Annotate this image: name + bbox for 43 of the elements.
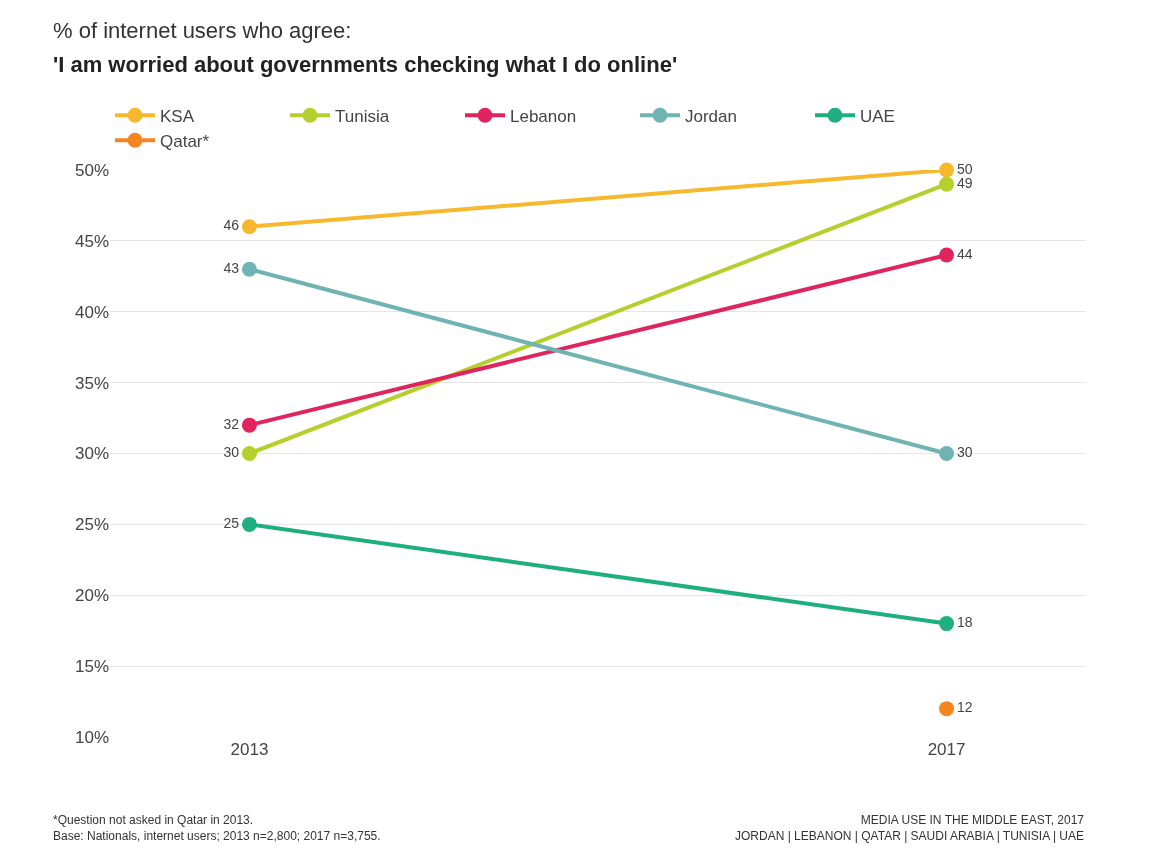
data-label: 25 bbox=[223, 514, 240, 531]
point bbox=[939, 176, 955, 192]
legend-label: Tunisia bbox=[335, 106, 390, 126]
y-tick-label: 50% bbox=[74, 160, 109, 180]
y-tick-label: 45% bbox=[74, 231, 109, 251]
y-tick-label: 25% bbox=[74, 515, 109, 535]
y-tick-label: 15% bbox=[74, 657, 109, 677]
point bbox=[939, 446, 955, 461]
y-tick-label: 40% bbox=[74, 302, 109, 322]
text: *Question not asked in Qatar in 2013. Base: Nationals, internet users; 2013 n=2,800; 2017 n=3,755. bbox=[53, 813, 381, 843]
text: MEDIA USE IN THE MIDDLE EAST, 2017 JORDAN | LEBANON | QATAR | SAUDI ARABIA | TUNISIA | UAE bbox=[735, 813, 1085, 843]
y-tick-label: 30% bbox=[74, 444, 109, 464]
chart-subtitle: 'I am worried about governments checking what I do online' bbox=[53, 52, 678, 77]
y-tick-label: 10% bbox=[74, 727, 109, 747]
x-tick-label: 2017 bbox=[927, 740, 966, 759]
legend-label: Jordan bbox=[685, 106, 737, 126]
point bbox=[939, 162, 955, 178]
point bbox=[939, 247, 955, 263]
data-label: 12 bbox=[956, 699, 973, 716]
data-label: 46 bbox=[223, 217, 240, 234]
chart-title: % of internet users who agree: bbox=[53, 18, 352, 43]
y-tick-label: 35% bbox=[74, 373, 109, 393]
point bbox=[241, 261, 257, 277]
data-label: 49 bbox=[956, 174, 973, 191]
legend-label: KSA bbox=[160, 106, 195, 126]
point bbox=[939, 701, 955, 717]
point bbox=[939, 616, 955, 632]
data-label: 32 bbox=[223, 415, 240, 432]
point bbox=[241, 417, 257, 433]
legend-label: Lebanon bbox=[510, 106, 577, 126]
data-label: 18 bbox=[956, 614, 973, 631]
point bbox=[241, 516, 257, 532]
data-label: 30 bbox=[223, 444, 240, 460]
x-tick-label: 2013 bbox=[230, 740, 269, 759]
y-tick-label: 20% bbox=[74, 586, 109, 606]
point bbox=[241, 219, 257, 235]
data-label: 30 bbox=[956, 444, 973, 460]
point bbox=[241, 446, 257, 461]
data-label: 50 bbox=[956, 160, 973, 177]
legend-label: Qatar* bbox=[160, 131, 210, 151]
legend-label: UAE bbox=[860, 106, 895, 126]
data-label: 43 bbox=[223, 259, 240, 276]
data-label: 44 bbox=[956, 245, 973, 262]
